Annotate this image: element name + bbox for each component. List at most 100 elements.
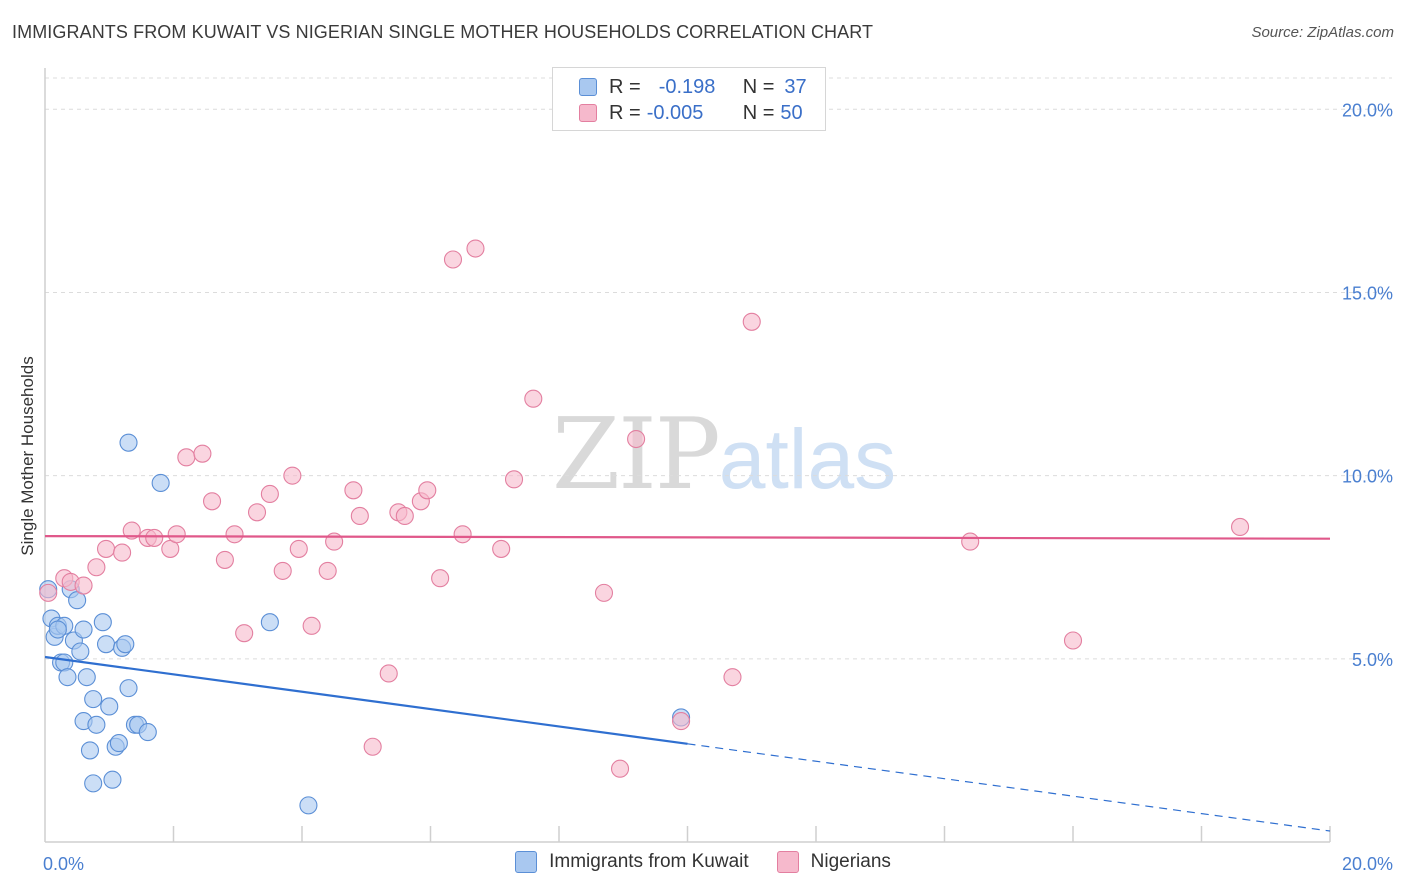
nigerian-point	[344, 481, 363, 500]
kuwait-point	[138, 723, 157, 742]
nigerian-point	[395, 506, 414, 526]
kuwait-point	[96, 635, 116, 654]
watermark-zip: ZIP	[552, 398, 721, 512]
nigerian-point	[723, 668, 742, 687]
nigerian-point	[350, 506, 369, 526]
legend-item-kuwait[interactable]: Immigrants from Kuwait	[515, 851, 749, 873]
nigerian-point	[610, 759, 630, 778]
nigerian-point	[122, 521, 141, 540]
nigerian-point	[87, 558, 106, 577]
nigerian-point	[145, 528, 164, 547]
stats-legend: R = -0.198 N = 37 R = -0.005 N = 50	[552, 67, 826, 131]
kuwait-trend-line	[44, 655, 688, 745]
nigerian-point	[273, 561, 292, 580]
nigerian-point	[1231, 517, 1250, 536]
kuwait-point	[80, 741, 100, 760]
legend-label-nigerians: Nigerians	[810, 851, 891, 872]
nigerian-point	[96, 539, 116, 558]
nigerian-point	[418, 481, 437, 500]
nigerian-point	[363, 737, 382, 756]
chart-title: IMMIGRANTS FROM KUWAIT VS NIGERIAN SINGL…	[12, 22, 874, 42]
legend-swatch-kuwait	[515, 851, 538, 873]
kuwait-point	[116, 635, 135, 654]
y-tick-label: 5.0%	[1352, 650, 1393, 670]
kuwait-point	[84, 690, 103, 709]
kuwait-point	[151, 473, 170, 493]
kuwait-point	[87, 715, 106, 734]
legend-n-label: N =	[742, 75, 775, 98]
kuwait-point	[93, 613, 112, 632]
nigerian-point	[453, 525, 472, 544]
nigerian-point	[379, 664, 398, 683]
legend-row-nigerians: R = -0.005 N = 50	[579, 101, 803, 125]
nigerian-point	[260, 484, 279, 504]
nigerian-point	[742, 312, 761, 331]
kuwait-point	[103, 770, 122, 789]
kuwait-point	[84, 774, 103, 793]
kuwait-point	[58, 668, 77, 687]
nigerian-point	[1063, 631, 1083, 650]
kuwait-trend-extension	[687, 743, 1331, 832]
nigerian-trend-line	[44, 535, 1331, 540]
x-tick-label: 0.0%	[43, 854, 84, 874]
nigerian-point	[235, 624, 254, 643]
nigerian-point	[289, 539, 308, 558]
legend-r-label: R =	[609, 75, 641, 98]
nigerian-point	[225, 525, 244, 544]
kuwait-point	[48, 620, 67, 639]
legend-item-nigerians[interactable]: Nigerians	[776, 851, 891, 873]
nigerian-point	[492, 539, 511, 558]
nigerian-point	[524, 389, 543, 408]
nigerian-point	[627, 429, 646, 449]
kuwait-point	[119, 679, 138, 698]
legend-row-kuwait: R = -0.198 N = 37	[579, 75, 807, 99]
source-label: Source: ZipAtlas.com	[1251, 24, 1394, 41]
nigerian-point	[177, 448, 196, 467]
nigerian-point	[466, 239, 485, 258]
nigerian-point	[113, 543, 132, 562]
kuwait-point	[299, 796, 318, 815]
nigerian-point	[215, 550, 234, 569]
nigerian-point	[167, 525, 186, 544]
legend-label-kuwait: Immigrants from Kuwait	[549, 851, 749, 872]
legend-n-value: 37	[784, 75, 807, 98]
legend-swatch-nigerians	[776, 851, 799, 873]
y-tick-label: 20.0%	[1342, 100, 1393, 120]
nigerian-point	[247, 503, 267, 522]
legend-swatch-nigerians	[579, 104, 597, 122]
legend-swatch-kuwait	[579, 78, 597, 96]
legend-n-label: N =	[742, 101, 775, 124]
nigerian-point	[504, 470, 524, 489]
nigerian-point	[443, 250, 463, 269]
nigerian-point	[283, 466, 302, 485]
y-tick-label: 10.0%	[1342, 467, 1393, 487]
watermark-atlas: atlas	[718, 412, 897, 506]
kuwait-point	[71, 642, 90, 661]
kuwait-point	[119, 433, 138, 452]
series-legend: Immigrants from Kuwait Nigerians	[0, 851, 1406, 873]
nigerian-point	[203, 492, 222, 511]
kuwait-point	[77, 668, 96, 687]
legend-r-value: -0.005	[646, 101, 704, 124]
y-tick-label: 15.0%	[1342, 283, 1393, 303]
x-tick-label: 20.0%	[1342, 854, 1393, 874]
legend-r-value: -0.198	[658, 75, 716, 98]
kuwait-point	[109, 734, 128, 753]
nigerian-point	[961, 532, 980, 551]
nigerian-point	[193, 444, 212, 463]
kuwait-point	[100, 697, 119, 716]
kuwait-point	[55, 653, 74, 672]
nigerian-point	[431, 569, 450, 588]
kuwait-point	[74, 620, 93, 639]
nigerian-point	[672, 712, 691, 731]
legend-n-value: 50	[780, 101, 803, 124]
nigerian-point	[74, 576, 93, 595]
nigerian-point	[39, 583, 58, 602]
nigerian-point	[302, 616, 321, 635]
watermark: ZIPatlas	[552, 398, 896, 512]
legend-r-label: R =	[609, 101, 641, 124]
kuwait-point	[260, 613, 279, 632]
nigerian-point	[318, 561, 337, 580]
nigerian-point	[594, 583, 614, 602]
